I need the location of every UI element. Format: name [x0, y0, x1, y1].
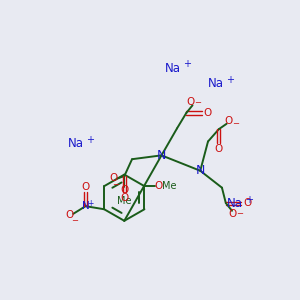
- Text: Me: Me: [117, 196, 132, 206]
- Text: O: O: [81, 182, 90, 192]
- Text: N: N: [157, 149, 166, 162]
- Text: −: −: [236, 209, 243, 218]
- Text: Na: Na: [165, 62, 181, 75]
- Text: O: O: [109, 173, 118, 183]
- Text: O: O: [186, 97, 194, 107]
- Text: O: O: [120, 185, 128, 195]
- Text: +: +: [245, 195, 253, 205]
- Text: −: −: [112, 180, 119, 189]
- Text: O: O: [228, 209, 236, 219]
- Text: +: +: [226, 75, 234, 85]
- Text: O: O: [215, 144, 223, 154]
- Text: O: O: [224, 116, 232, 127]
- Text: Na: Na: [208, 77, 224, 90]
- Text: Na: Na: [227, 197, 243, 210]
- Text: +: +: [183, 59, 191, 70]
- Text: −: −: [232, 119, 239, 128]
- Text: N: N: [82, 201, 90, 211]
- Text: −: −: [71, 216, 78, 225]
- Text: N: N: [196, 164, 205, 177]
- Text: O: O: [243, 198, 252, 208]
- Text: O: O: [120, 193, 128, 203]
- Text: O: O: [65, 210, 74, 220]
- Text: +: +: [86, 135, 94, 145]
- Text: O: O: [204, 108, 212, 118]
- Text: +: +: [87, 199, 93, 208]
- Text: O: O: [154, 181, 163, 191]
- Text: Na: Na: [68, 137, 84, 150]
- Text: Me: Me: [162, 181, 176, 191]
- Text: −: −: [194, 98, 201, 107]
